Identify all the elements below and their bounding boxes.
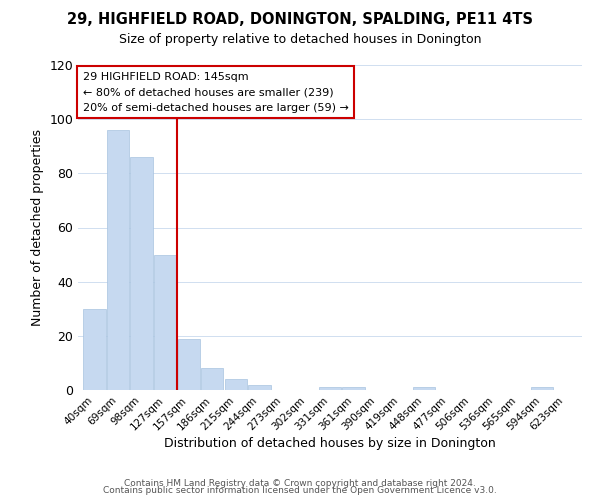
Bar xyxy=(248,384,271,390)
Text: 29, HIGHFIELD ROAD, DONINGTON, SPALDING, PE11 4TS: 29, HIGHFIELD ROAD, DONINGTON, SPALDING,… xyxy=(67,12,533,28)
Bar xyxy=(201,368,223,390)
Text: Size of property relative to detached houses in Donington: Size of property relative to detached ho… xyxy=(119,32,481,46)
Bar xyxy=(413,388,436,390)
Bar xyxy=(154,254,176,390)
X-axis label: Distribution of detached houses by size in Donington: Distribution of detached houses by size … xyxy=(164,438,496,450)
Text: 29 HIGHFIELD ROAD: 145sqm
← 80% of detached houses are smaller (239)
20% of semi: 29 HIGHFIELD ROAD: 145sqm ← 80% of detac… xyxy=(83,72,349,112)
Y-axis label: Number of detached properties: Number of detached properties xyxy=(31,129,44,326)
Bar xyxy=(107,130,129,390)
Bar xyxy=(319,388,341,390)
Text: Contains public sector information licensed under the Open Government Licence v3: Contains public sector information licen… xyxy=(103,486,497,495)
Bar xyxy=(83,308,106,390)
Bar xyxy=(343,388,365,390)
Bar xyxy=(130,157,153,390)
Bar xyxy=(178,338,200,390)
Bar xyxy=(531,388,553,390)
Text: Contains HM Land Registry data © Crown copyright and database right 2024.: Contains HM Land Registry data © Crown c… xyxy=(124,478,476,488)
Bar xyxy=(224,379,247,390)
